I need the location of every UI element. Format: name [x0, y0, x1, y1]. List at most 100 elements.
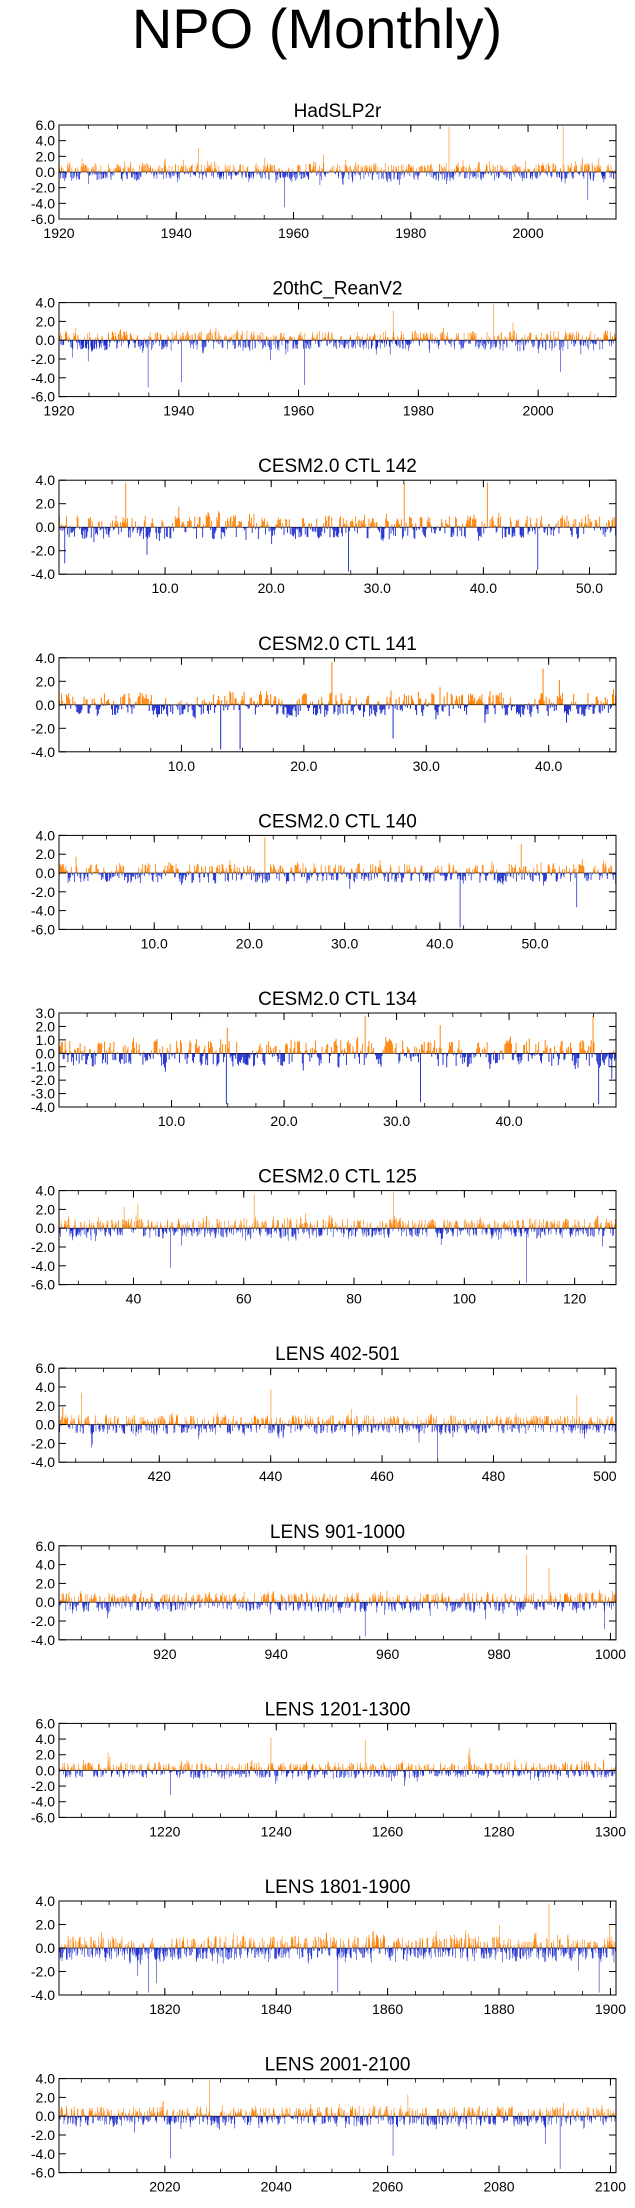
- bar-positive: [189, 864, 190, 873]
- bar-negative: [102, 873, 104, 879]
- bar-positive: [122, 696, 124, 705]
- bar-negative: [223, 172, 224, 177]
- bar-positive: [364, 524, 366, 528]
- bar-positive: [234, 698, 236, 705]
- bar-negative: [458, 873, 460, 877]
- bar-negative: [170, 340, 172, 351]
- bar-negative: [468, 873, 470, 876]
- bar-negative: [426, 172, 428, 177]
- chart-panel: CESM2.0 CTL 1404.02.00.0-2.0-4.0-6.010.0…: [31, 811, 617, 951]
- bar-positive: [142, 696, 144, 705]
- bar-negative: [220, 172, 222, 180]
- y-tick-label: -2.0: [31, 180, 55, 196]
- bar-positive: [599, 516, 601, 528]
- bar-positive: [454, 168, 456, 172]
- bar-positive: [291, 868, 293, 873]
- bar-positive: [604, 332, 605, 341]
- bar-positive: [207, 161, 209, 172]
- bar-positive: [116, 168, 117, 172]
- bar-negative: [101, 873, 102, 881]
- bar-negative: [158, 527, 159, 534]
- bar-positive: [486, 165, 488, 172]
- bar-negative: [279, 172, 281, 179]
- bar-positive: [311, 169, 312, 172]
- bar-positive: [528, 169, 530, 172]
- bar-positive: [339, 165, 341, 172]
- bar-positive: [100, 1044, 102, 1054]
- bar-positive: [491, 518, 493, 528]
- bar-negative: [302, 172, 303, 174]
- bar-negative: [192, 704, 194, 717]
- bar-negative: [242, 527, 244, 528]
- bar-positive: [545, 169, 547, 172]
- bar-negative: [476, 340, 477, 344]
- bar-positive: [529, 332, 530, 341]
- bar-negative: [504, 172, 506, 176]
- bar-negative: [436, 704, 438, 713]
- bar-positive: [126, 1050, 128, 1054]
- bar-negative: [91, 340, 93, 351]
- bar-negative: [416, 527, 418, 531]
- bar-negative: [134, 172, 136, 174]
- bar-positive: [190, 520, 192, 528]
- bar-negative: [532, 873, 534, 882]
- bar-negative: [336, 340, 338, 342]
- bar-positive: [356, 1039, 358, 1054]
- bar-negative: [354, 340, 356, 345]
- bar-negative: [292, 340, 294, 350]
- y-tick-label: 0.0: [36, 865, 56, 881]
- bar-negative: [530, 172, 532, 174]
- bar-negative: [184, 1053, 186, 1060]
- bar-negative: [348, 172, 350, 180]
- bar-positive: [580, 165, 582, 172]
- bar-negative: [601, 704, 603, 711]
- bar-positive: [589, 871, 591, 873]
- bar-negative: [68, 527, 70, 538]
- bar-negative: [567, 340, 568, 341]
- bar-negative: [286, 873, 288, 881]
- bar-positive: [425, 1051, 427, 1054]
- bar-negative: [503, 172, 504, 175]
- bar-positive: [466, 339, 467, 341]
- bar-positive: [614, 334, 616, 341]
- bar-negative: [439, 340, 440, 345]
- bar-positive: [294, 336, 295, 341]
- bar-negative: [441, 704, 443, 711]
- bar-negative: [140, 172, 142, 177]
- bar-positive: [66, 694, 68, 705]
- bar-positive: [226, 517, 228, 528]
- bar-positive: [242, 699, 244, 705]
- bar-positive: [587, 693, 589, 705]
- bar-positive: [259, 691, 261, 705]
- bar-negative: [309, 340, 310, 342]
- bar-positive: [289, 1048, 291, 1054]
- bar-negative: [593, 172, 594, 181]
- bar-negative: [503, 527, 505, 529]
- bar-negative: [580, 340, 582, 355]
- bar-positive: [430, 333, 432, 341]
- bar-positive: [190, 1042, 192, 1054]
- bar-positive: [578, 333, 580, 341]
- bar-negative: [350, 340, 352, 342]
- bar-positive: [481, 694, 483, 705]
- bar-negative: [104, 527, 106, 530]
- bar-negative: [518, 172, 519, 175]
- bar-negative: [172, 172, 173, 174]
- bar-negative: [103, 340, 105, 345]
- bar-negative: [451, 172, 452, 178]
- bar-negative: [351, 340, 353, 348]
- bar-negative: [83, 1053, 85, 1056]
- bar-negative: [249, 340, 251, 352]
- bar-negative: [354, 340, 356, 349]
- bar-positive: [421, 1044, 423, 1054]
- bar-positive: [282, 336, 283, 341]
- bar-negative: [235, 172, 237, 176]
- bar-positive: [467, 171, 469, 172]
- bar-negative: [276, 1053, 278, 1056]
- bar-negative: [170, 172, 172, 179]
- bar-negative: [256, 873, 258, 883]
- bar-negative: [235, 172, 237, 176]
- bar-positive: [509, 517, 511, 528]
- bar-negative: [277, 172, 278, 175]
- bar-negative: [468, 1053, 470, 1064]
